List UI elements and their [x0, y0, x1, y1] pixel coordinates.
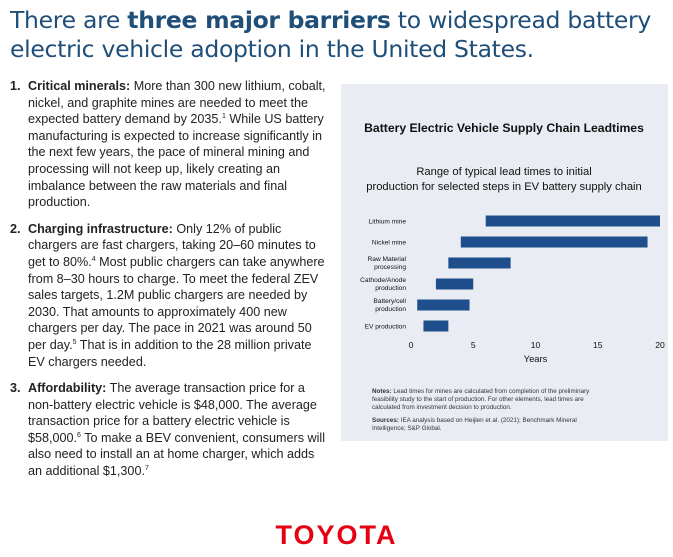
bar-range — [460, 236, 648, 248]
headline-emphasis: three major barriers — [127, 6, 391, 34]
x-axis-label: Years — [524, 353, 548, 364]
headline-suffix: to widespread battery electric vehicle a… — [10, 6, 652, 63]
category-label: Battery/cell production — [373, 298, 406, 313]
footnote-ref: 5 — [72, 338, 77, 346]
x-tick-label: 10 — [531, 340, 541, 350]
category-label: Cathode/Anode production — [360, 277, 406, 292]
barrier-number: 2. — [10, 221, 21, 236]
x-tick-label: 0 — [409, 340, 414, 350]
barrier-text: Most public chargers can take anywhere f… — [28, 254, 325, 352]
barrier-item: 1. Critical minerals: More than 300 new l… — [10, 78, 328, 211]
chart-panel: Battery Electric Vehicle Supply Chain Le… — [341, 84, 668, 441]
footnote-ref: 7 — [144, 464, 149, 472]
bar-range — [448, 257, 511, 269]
category-label: EV production — [365, 323, 407, 330]
headline-prefix: There are — [10, 6, 128, 34]
x-tick-label: 15 — [593, 340, 603, 350]
chart-subtitle: Range of typical lead times to initial pr… — [366, 166, 642, 193]
footnote-ref: 6 — [77, 431, 81, 439]
barrier-text: More than 300 new lithium, cobalt, nicke… — [28, 79, 326, 127]
headline: There are three major barriers to widesp… — [10, 6, 660, 64]
barrier-number: 3. — [10, 381, 21, 396]
barrier-label: Affordability: — [28, 381, 107, 396]
footnote-ref: 4 — [91, 255, 96, 263]
x-tick-label: 20 — [655, 340, 665, 350]
barrier-list: 1. Critical minerals: More than 300 new l… — [10, 78, 328, 490]
barrier-item: 3. Affordability: The average transaction… — [10, 380, 328, 480]
bar-range — [423, 320, 449, 332]
bar-range — [435, 278, 474, 290]
barrier-text: The average transaction price for a non-… — [28, 381, 317, 445]
barrier-label: Charging infrastructure: — [28, 221, 173, 236]
category-label: Raw Material processing — [368, 256, 407, 271]
chart-sources: Sources: IEA analysis based on Heijlen e… — [372, 417, 577, 432]
barrier-number: 1. — [10, 79, 21, 93]
bar-range — [485, 215, 660, 227]
barrier-item: 2. Charging infrastructure: Only 12% of p… — [10, 221, 328, 370]
x-tick-label: 5 — [471, 340, 476, 350]
barrier-text: That is in addition to the 28 million pr… — [28, 337, 312, 369]
bar-range — [417, 299, 470, 311]
footnote-ref: 1 — [221, 113, 226, 120]
leadtime-chart: Battery Electric Vehicle Supply Chain Le… — [360, 121, 665, 432]
chart-notes: Notes: Lead times for mines are calculat… — [372, 388, 590, 411]
barrier-text: To make a BEV convenient, consumers will… — [28, 430, 325, 479]
barrier-text: While US battery manufacturing is expect… — [28, 112, 324, 210]
category-label: Lithium mine — [369, 218, 407, 225]
chart-title: Battery Electric Vehicle Supply Chain Le… — [364, 121, 644, 135]
barrier-label: Critical minerals: — [28, 79, 131, 93]
category-label: Nickel mine — [372, 239, 406, 246]
barrier-text: Only 12% of public chargers are fast cha… — [28, 221, 316, 269]
toyota-logo: TOYOTA — [275, 520, 398, 550]
